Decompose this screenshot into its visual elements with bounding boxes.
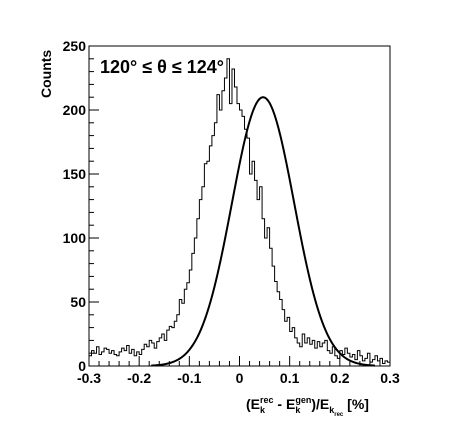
- x-tick-label: 0: [236, 370, 244, 386]
- gaussian-fit-curve: [151, 96, 375, 367]
- histogram-outline: [88, 58, 391, 366]
- x-tick-label: 0.1: [280, 370, 300, 386]
- histogram-bars: [88, 58, 391, 366]
- y-tick-label: 100: [63, 230, 87, 246]
- x-axis-ticks: -0.3 -0.2 -0.1 0 0.1 0.2 0.3: [77, 356, 400, 386]
- y-tick-label: 0: [78, 358, 86, 374]
- x-axis-title: (Ekrec - Ekgen)/Ekrec [%]: [246, 395, 369, 418]
- plot-frame: [88, 45, 391, 367]
- y-axis-title: Counts: [38, 50, 54, 98]
- x-tick-label: -0.3: [77, 370, 101, 386]
- y-tick-label: 200: [63, 102, 87, 118]
- y-tick-label: 250: [63, 38, 87, 54]
- y-tick-label: 150: [63, 166, 87, 182]
- y-tick-label: 50: [70, 294, 86, 310]
- x-tick-label: 0.2: [330, 370, 350, 386]
- y-axis-ticks: 0 50 100 150 200 250: [63, 38, 99, 374]
- x-tick-label: 0.3: [380, 370, 400, 386]
- gaussian-fit: [151, 96, 375, 367]
- x-tick-label: -0.2: [127, 370, 151, 386]
- annotation-theta-range: 120° ≤ θ ≤ 124°: [100, 57, 224, 77]
- x-tick-label: -0.1: [177, 370, 201, 386]
